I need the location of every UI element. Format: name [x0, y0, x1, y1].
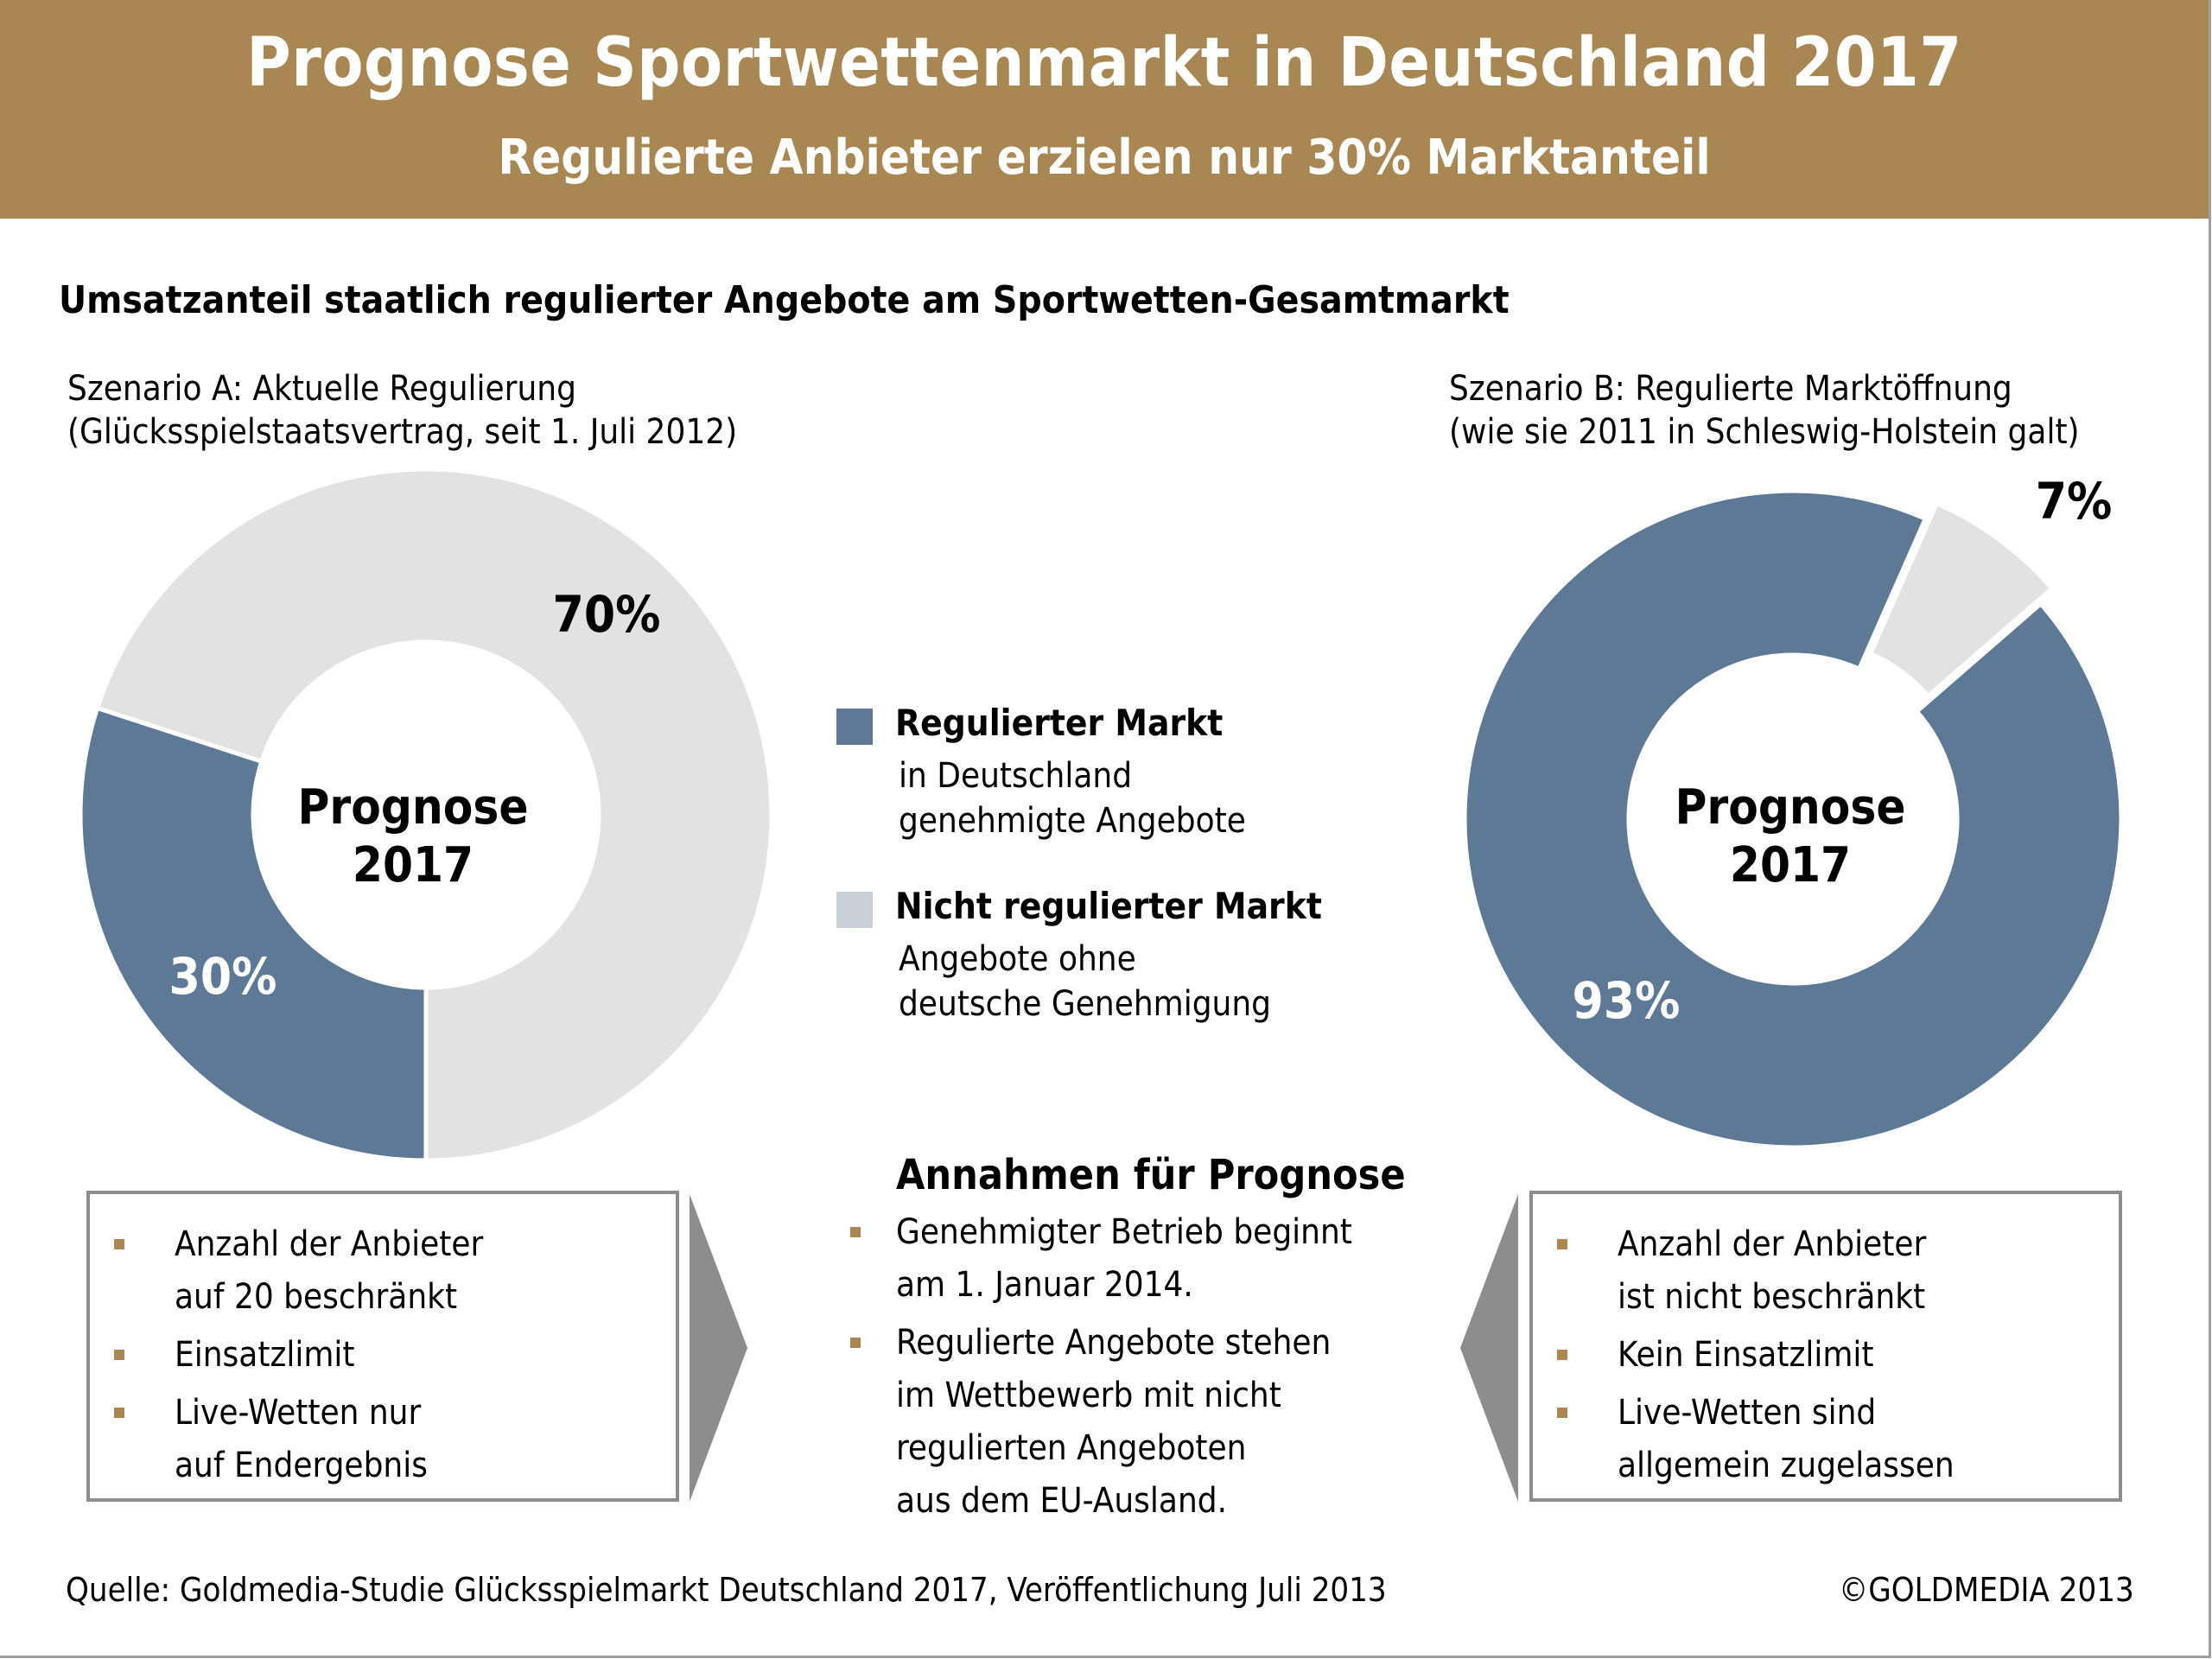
bullet-square-icon	[114, 1239, 124, 1249]
legend-label-regulated: Regulierter Markt	[895, 702, 1224, 744]
bullet-square-icon	[850, 1338, 861, 1348]
legend-desc-unregulated-line-2: deutsche Genehmigung	[899, 984, 1272, 1024]
donut-chart-scenario-b	[1462, 488, 2124, 1150]
donut-b-center-label-2: 2017	[1730, 837, 1851, 893]
scenario-a-title: Szenario A: Aktuelle Regulierung	[67, 369, 576, 409]
donut-a-label-unregulated: 70%	[553, 585, 661, 644]
scenario-a-assumption-item-line: auf 20 beschränkt	[175, 1277, 458, 1317]
donut-slice-regulated	[1462, 488, 2124, 1150]
scenario-b-subtitle: (wie sie 2011 in Schleswig-Holstein galt…	[1449, 412, 2080, 452]
scenario-b-assumption-item-line: allgemein zugelassen	[1618, 1446, 1955, 1485]
annahmen-list: Genehmigter Betrieb beginnt am 1. Januar …	[847, 1206, 1469, 1528]
footer-source-text: Goldmedia-Studie Glücksspielmarkt Deutsc…	[170, 1571, 1387, 1609]
scenario-a-subtitle: (Glücksspielstaatsvertrag, seit 1. Juli …	[67, 412, 738, 452]
annahme-item-line: regulierten Angeboten	[896, 1428, 1247, 1468]
scenario-a-assumptions-list: Anzahl der Anbieter auf 20 beschränkt Eins…	[90, 1218, 676, 1497]
scenario-b-assumption-item: Kein Einsatzlimit	[1533, 1329, 2119, 1382]
arrow-right-icon	[690, 1194, 747, 1502]
donut-slice-regulated	[78, 705, 429, 1163]
donut-a-label-regulated: 30%	[169, 947, 277, 1006]
scenario-a-assumption-item: Live-Wetten nur auf Endergebnis	[90, 1387, 676, 1492]
footer-copyright: ©GOLDMEDIA 2013	[1839, 1571, 2134, 1609]
scenario-b-assumptions-box: Anzahl der Anbieter ist nicht beschränkt K…	[1529, 1191, 2122, 1502]
annahme-item-line: im Wettbewerb mit nicht	[896, 1376, 1281, 1415]
bullet-square-icon	[1557, 1350, 1567, 1360]
annahme-item: Genehmigter Betrieb beginnt am 1. Januar …	[847, 1206, 1469, 1312]
page-subtitle: Regulierte Anbieter erzielen nur 30% Mar…	[498, 130, 1711, 186]
footer-source: Quelle: Goldmedia-Studie Glücksspielmark…	[66, 1571, 1387, 1609]
annahme-item-line: Regulierte Angebote stehen	[896, 1323, 1332, 1363]
annahme-item-line: Genehmigter Betrieb beginnt	[896, 1212, 1352, 1252]
scenario-a-assumption-item-line: Einsatzlimit	[175, 1335, 355, 1375]
donut-b-center-label-1: Prognose	[1675, 779, 1905, 836]
scenario-b-title: Szenario B: Regulierte Marktöffnung	[1449, 369, 2012, 409]
scenario-a-assumption-item: Einsatzlimit	[90, 1329, 676, 1382]
donut-b-label-unregulated: 7%	[2036, 472, 2113, 531]
scenario-b-assumption-item: Anzahl der Anbieter ist nicht beschränkt	[1533, 1218, 2119, 1324]
bullet-square-icon	[1557, 1239, 1567, 1249]
annahme-item: Regulierte Angebote stehen im Wettbewerb …	[847, 1317, 1469, 1528]
annahmen-heading: Annahmen für Prognose	[896, 1151, 1406, 1199]
header-band: Prognose Sportwettenmarkt in Deutschland…	[0, 0, 2209, 219]
donut-slice-unregulated	[94, 467, 774, 1163]
annahme-item-line: aus dem EU-Ausland.	[896, 1481, 1228, 1521]
legend-swatch-regulated	[836, 709, 873, 745]
section-heading: Umsatzanteil staatlich regulierter Angeb…	[59, 278, 1510, 322]
bullet-square-icon	[114, 1408, 124, 1418]
donut-a-center-label-2: 2017	[353, 837, 474, 893]
scenario-a-assumption-item-line: Live-Wetten nur	[175, 1393, 422, 1433]
legend-desc-unregulated: Angebote ohne deutsche Genehmigung	[899, 937, 1271, 1027]
legend-desc-regulated: in Deutschland genehmigte Angebote	[899, 753, 1246, 843]
bullet-square-icon	[850, 1227, 861, 1237]
donut-b-label-regulated: 93%	[1573, 971, 1681, 1030]
arrow-left-icon	[1460, 1194, 1518, 1502]
legend-label-unregulated: Nicht regulierter Markt	[895, 885, 1322, 927]
legend-swatch-unregulated	[836, 892, 873, 928]
scenario-a-assumption-item-line: auf Endergebnis	[175, 1446, 428, 1485]
page-title: Prognose Sportwettenmarkt in Deutschland…	[246, 24, 1962, 102]
annahmen-panel: Annahmen für Prognose Genehmigter Betrie…	[847, 1149, 1469, 1528]
scenario-b-assumption-item: Live-Wetten sind allgemein zugelassen	[1533, 1387, 2119, 1492]
scenario-b-assumption-item-line: Live-Wetten sind	[1618, 1393, 1877, 1433]
donut-slice-unregulated	[1867, 500, 2056, 700]
scenario-a-header: Szenario A: Aktuelle Regulierung (Glücks…	[67, 367, 737, 454]
footer-source-label: Quelle:	[66, 1571, 171, 1609]
scenario-b-assumption-item-line: Anzahl der Anbieter	[1618, 1224, 1927, 1264]
legend-desc-unregulated-line-1: Angebote ohne	[899, 939, 1136, 979]
scenario-b-header: Szenario B: Regulierte Marktöffnung (wie…	[1449, 367, 2080, 454]
donut-chart-scenario-a	[78, 467, 774, 1163]
bullet-square-icon	[114, 1350, 124, 1360]
scenario-b-assumptions-list: Anzahl der Anbieter ist nicht beschränkt K…	[1533, 1218, 2119, 1497]
legend-desc-regulated-line-2: genehmigte Angebote	[899, 801, 1246, 841]
scenario-b-assumption-item-line: Kein Einsatzlimit	[1618, 1335, 1874, 1375]
bullet-square-icon	[1557, 1408, 1567, 1418]
donut-a-center-label-1: Prognose	[297, 779, 528, 836]
annahme-item-line: am 1. Januar 2014.	[896, 1265, 1193, 1305]
scenario-a-assumptions-box: Anzahl der Anbieter auf 20 beschränkt Eins…	[86, 1191, 679, 1502]
legend-desc-regulated-line-1: in Deutschland	[899, 756, 1133, 796]
scenario-a-assumption-item: Anzahl der Anbieter auf 20 beschränkt	[90, 1218, 676, 1324]
scenario-b-assumption-item-line: ist nicht beschränkt	[1618, 1277, 1926, 1317]
scenario-a-assumption-item-line: Anzahl der Anbieter	[175, 1224, 484, 1264]
